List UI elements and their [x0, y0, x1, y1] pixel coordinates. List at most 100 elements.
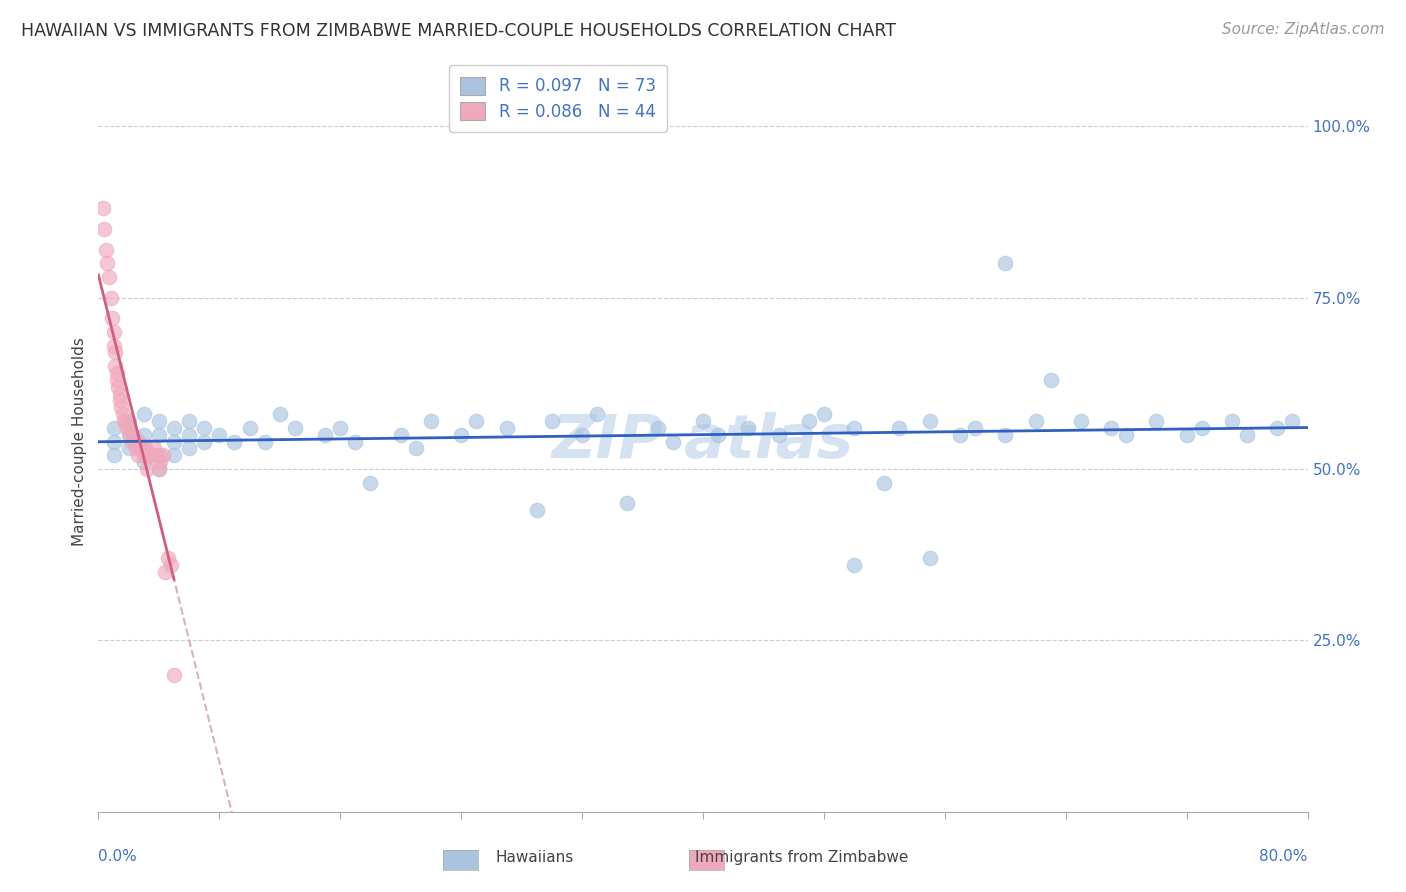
Point	[844, 421, 866, 435]
Point	[129, 442, 152, 456]
Point	[125, 442, 148, 456]
Point	[132, 427, 155, 442]
Point	[143, 442, 166, 456]
Point	[540, 414, 562, 428]
Point	[91, 202, 114, 216]
Text: 80.0%: 80.0%	[1260, 849, 1308, 864]
Point	[127, 448, 149, 462]
Point	[994, 427, 1017, 442]
Point	[96, 256, 118, 270]
Point	[107, 380, 129, 394]
Point	[239, 421, 262, 435]
Point	[918, 414, 941, 428]
Point	[163, 434, 186, 449]
Point	[163, 448, 186, 462]
Point	[108, 393, 131, 408]
Point	[139, 448, 162, 462]
Point	[844, 558, 866, 572]
Point	[193, 421, 215, 435]
Point	[360, 475, 382, 490]
Point	[707, 427, 730, 442]
Point	[105, 366, 128, 380]
Legend: R = 0.097   N = 73, R = 0.086   N = 44: R = 0.097 N = 73, R = 0.086 N = 44	[449, 65, 668, 132]
Point	[149, 455, 172, 469]
Point	[124, 434, 146, 449]
Point	[103, 421, 125, 435]
Point	[141, 448, 163, 462]
Point	[465, 414, 488, 428]
Point	[918, 551, 941, 566]
Point	[118, 442, 141, 456]
Point	[103, 434, 125, 449]
Point	[797, 414, 820, 428]
Point	[134, 442, 156, 456]
Point	[112, 414, 135, 428]
Point	[118, 421, 141, 435]
Point	[110, 401, 132, 415]
Point	[647, 421, 669, 435]
Text: Hawaiians: Hawaiians	[495, 850, 574, 865]
Point	[179, 427, 201, 442]
Point	[135, 462, 157, 476]
Point	[405, 442, 427, 456]
Point	[224, 434, 246, 449]
Point	[1039, 373, 1062, 387]
Point	[148, 427, 170, 442]
Point	[114, 414, 136, 428]
Text: Immigrants from Zimbabwe: Immigrants from Zimbabwe	[695, 850, 908, 865]
Point	[994, 256, 1017, 270]
Point	[1024, 414, 1046, 428]
Point	[100, 291, 122, 305]
Text: Source: ZipAtlas.com: Source: ZipAtlas.com	[1222, 22, 1385, 37]
Point	[105, 373, 128, 387]
Point	[121, 434, 143, 449]
Point	[104, 345, 127, 359]
Point	[1281, 414, 1303, 428]
Point	[813, 407, 835, 421]
Text: ZIP atlas: ZIP atlas	[553, 412, 853, 471]
Point	[148, 462, 170, 476]
Point	[389, 427, 412, 442]
Point	[94, 243, 117, 257]
Point	[1099, 421, 1122, 435]
Point	[111, 407, 134, 421]
Point	[495, 421, 517, 435]
Point	[103, 448, 125, 462]
Point	[571, 427, 593, 442]
Point	[737, 421, 759, 435]
Point	[1191, 421, 1213, 435]
Point	[253, 434, 276, 449]
Point	[1267, 421, 1289, 435]
Point	[128, 434, 150, 449]
Point	[148, 448, 170, 462]
Point	[1115, 427, 1137, 442]
Point	[132, 455, 155, 469]
Text: 0.0%: 0.0%	[98, 849, 138, 864]
Point	[132, 448, 155, 462]
Point	[101, 311, 124, 326]
Point	[104, 359, 127, 373]
Point	[122, 427, 145, 442]
Point	[1070, 414, 1092, 428]
Point	[132, 407, 155, 421]
Point	[153, 565, 176, 579]
Point	[965, 421, 987, 435]
Point	[692, 414, 714, 428]
Point	[120, 427, 142, 442]
Point	[873, 475, 896, 490]
Point	[1220, 414, 1243, 428]
Point	[156, 551, 179, 566]
Point	[179, 442, 201, 456]
Point	[616, 496, 638, 510]
Point	[526, 503, 548, 517]
Point	[450, 427, 472, 442]
Point	[420, 414, 443, 428]
Point	[661, 434, 683, 449]
Point	[163, 421, 186, 435]
Point	[98, 270, 121, 285]
Point	[103, 325, 125, 339]
Point	[179, 414, 201, 428]
Point	[344, 434, 367, 449]
Point	[208, 427, 231, 442]
Point	[118, 414, 141, 428]
